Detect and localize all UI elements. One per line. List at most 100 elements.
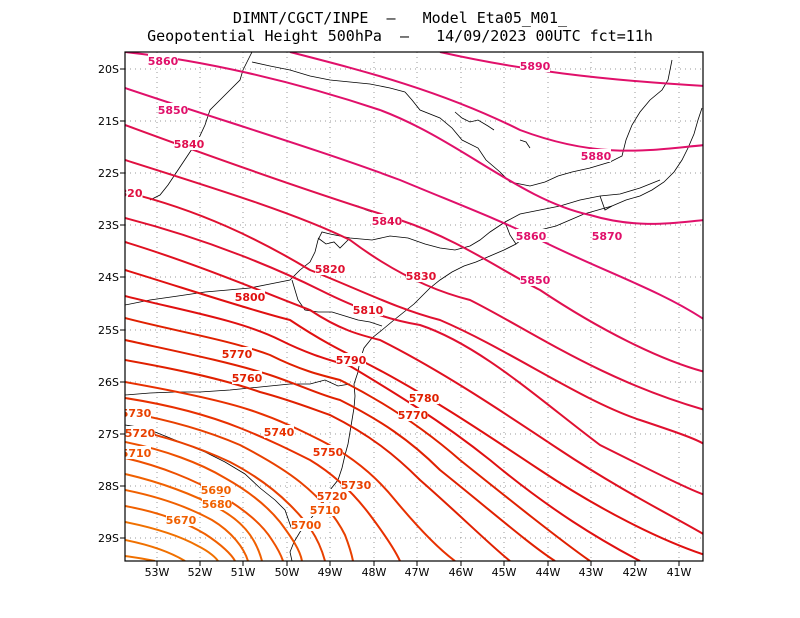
contour-label-bg (125, 406, 151, 419)
contour-label: 5880 (581, 150, 612, 163)
contour-label-bg (516, 229, 546, 242)
contour-label: 5690 (201, 484, 232, 497)
contour-line (125, 521, 219, 561)
contour-label-bg (353, 303, 383, 316)
contour-label: 5720 (317, 490, 348, 503)
lat-tick-label: 22S (98, 167, 119, 180)
contour-line (125, 397, 401, 561)
contour-line (125, 411, 354, 561)
contour-label: 5730 (121, 407, 152, 420)
contour-label: 5760 (232, 372, 263, 385)
lat-tick-label: 23S (98, 219, 119, 232)
contour-line (125, 457, 284, 561)
contour-label-bg (235, 290, 265, 303)
river-reservoir (317, 237, 349, 249)
lon-tick-label: 49W (318, 566, 343, 579)
contour-label: 5710 (310, 504, 341, 517)
lat-tick-label: 21S (98, 115, 119, 128)
contour-label-bg (592, 229, 622, 242)
contour-line (125, 339, 556, 561)
contour-label: 5800 (235, 291, 266, 304)
contour-labels: 5890 5880 5870 5860 5860 5850 5850 5840 5840 820 5… (121, 54, 623, 532)
lon-tick-label: 43W (579, 566, 604, 579)
lon-tick-label: 51W (231, 566, 256, 579)
contour-label: 5710 (121, 447, 152, 460)
coastlines-and-borders (125, 52, 703, 561)
contour-label-bg (264, 425, 294, 438)
lon-tick-label: 52W (188, 566, 213, 579)
contour-line (125, 217, 703, 496)
lon-tick-label: 50W (275, 566, 300, 579)
contour-line (125, 295, 641, 561)
lon-tick-label: 48W (362, 566, 387, 579)
state-border (291, 279, 383, 327)
contour-label-bg (222, 347, 252, 360)
contour-label-bg (291, 518, 321, 531)
contour-label: 5670 (166, 514, 197, 527)
state-border (504, 221, 517, 245)
contour-line (125, 505, 236, 561)
map-title-line2: Geopotential Height 500hPa – 14/09/2023 … (147, 27, 653, 45)
lon-tick-label: 45W (492, 566, 517, 579)
contour-label: 5770 (398, 409, 429, 422)
contour-label-bg (158, 103, 188, 116)
contour-line (125, 124, 703, 373)
contour-label-bg (520, 59, 550, 72)
contour-label-bg (125, 186, 143, 199)
lat-tick-label: 24S (98, 271, 119, 284)
state-border (404, 59, 673, 187)
state-border (599, 195, 613, 211)
coastline (289, 107, 703, 561)
contour-line (125, 191, 703, 445)
contour-label: 5830 (406, 270, 437, 283)
contour-label: 5820 (315, 263, 346, 276)
contour-label: 5730 (341, 479, 372, 492)
contour-label: 5740 (264, 426, 295, 439)
lat-tick-label: 26S (98, 376, 119, 389)
state-border (125, 379, 351, 396)
lon-tick-label: 42W (623, 566, 648, 579)
lat-tick-label: 20S (98, 63, 119, 76)
lon-tick-label: 46W (449, 566, 474, 579)
contour-line (125, 159, 703, 411)
contour-label-bg (232, 371, 262, 384)
contour-line (125, 539, 186, 561)
contour-label: 5720 (125, 427, 156, 440)
map-title-line1: DIMNT/CGCT/INPE – Model Eta05_M01_ (232, 9, 568, 27)
contour-label-bg (315, 262, 345, 275)
contour-label-bg (341, 478, 371, 491)
contour-label: 5680 (202, 498, 233, 511)
contour-label-bg (125, 426, 155, 439)
contour-label: 5750 (313, 446, 344, 459)
lon-tick-label: 41W (667, 566, 692, 579)
contour-label: 5700 (291, 519, 322, 532)
river-reservoir (519, 139, 531, 149)
lon-tick-label: 53W (145, 566, 170, 579)
contour-line (289, 52, 703, 152)
river-reservoir (454, 111, 495, 131)
contour-label-bg (166, 513, 196, 526)
lat-tick-label: 25S (98, 324, 119, 337)
contour-line (125, 241, 703, 535)
contour-label-bg (313, 445, 343, 458)
contour-line (125, 555, 156, 561)
contour-label: 5860 (516, 230, 547, 243)
contour-label: 5850 (520, 274, 551, 287)
state-border (125, 231, 331, 306)
contour-label: 5790 (336, 354, 367, 367)
longitude-axis: 53W 52W 51W 50W 49W 48W 47W 46W 45W 44W 43W 42W 41W (145, 566, 692, 579)
state-border (251, 61, 406, 93)
lon-tick-label: 47W (405, 566, 430, 579)
contour-label-bg (581, 149, 611, 162)
contour-line (125, 87, 703, 320)
latitude-axis: 20S 21S 22S 23S 24S 25S 26S 27S 28S 29S (98, 63, 119, 545)
contour-label-bg (201, 483, 231, 496)
contour-label-bg (125, 446, 151, 459)
state-border (329, 179, 661, 251)
contour-label-bg (174, 137, 204, 150)
contour-label: 5850 (158, 104, 189, 117)
contour-label: 5860 (148, 55, 179, 68)
contour-label: 5770 (222, 348, 253, 361)
contour-label: 5840 (372, 215, 403, 228)
lat-tick-label: 29S (98, 532, 119, 545)
